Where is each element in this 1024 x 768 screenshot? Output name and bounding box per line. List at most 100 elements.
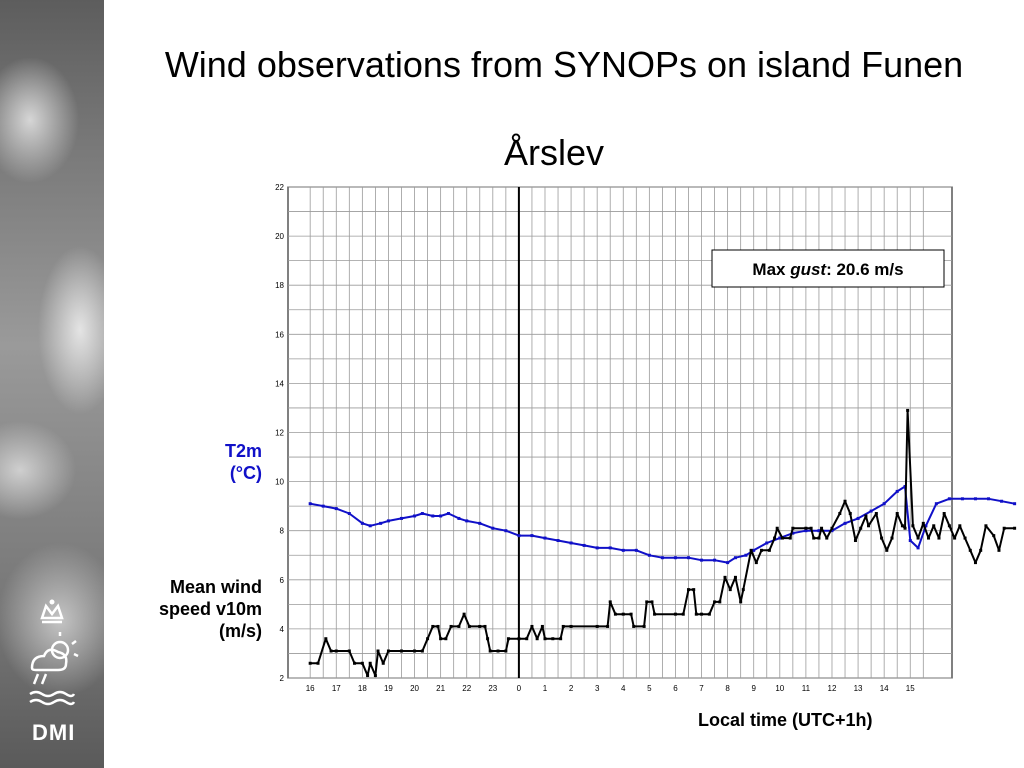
- x-tick-label: 16: [306, 684, 315, 693]
- data-point: [973, 497, 977, 501]
- data-point: [467, 624, 471, 628]
- data-point: [1002, 526, 1006, 530]
- data-point: [733, 575, 737, 579]
- wind-label-line-1: Mean wind: [169, 577, 262, 597]
- data-point: [741, 588, 745, 592]
- data-point: [1000, 499, 1004, 503]
- data-point: [1013, 526, 1017, 530]
- data-point: [765, 541, 769, 545]
- data-point: [937, 536, 941, 540]
- sidebar-cloud-background: DMI: [0, 0, 104, 768]
- y-tick-label: 6: [280, 576, 285, 585]
- y-tick-label: 8: [280, 527, 285, 536]
- data-point: [895, 512, 899, 516]
- data-point: [788, 536, 792, 540]
- data-point: [673, 556, 677, 560]
- data-point: [632, 624, 636, 628]
- data-point: [987, 497, 991, 501]
- data-point: [979, 548, 983, 552]
- x-tick-label: 11: [802, 684, 811, 693]
- data-point: [885, 548, 889, 552]
- data-point: [483, 624, 487, 628]
- data-point: [686, 556, 690, 560]
- data-point: [569, 624, 573, 628]
- data-point: [825, 536, 829, 540]
- data-point: [960, 497, 964, 501]
- data-point: [927, 536, 931, 540]
- x-tick-label: 18: [358, 684, 367, 693]
- x-tick-label: 4: [621, 684, 626, 693]
- data-point: [942, 512, 946, 516]
- data-point: [478, 624, 482, 628]
- x-tick-label: 9: [751, 684, 756, 693]
- data-point: [804, 526, 808, 530]
- data-point: [556, 539, 560, 543]
- x-tick-label: 17: [332, 684, 341, 693]
- series-wind: [308, 408, 1017, 678]
- data-point: [843, 499, 847, 503]
- data-point: [465, 519, 469, 523]
- data-point: [621, 612, 625, 616]
- data-point: [739, 600, 743, 604]
- data-point: [595, 624, 599, 628]
- data-point: [360, 521, 364, 525]
- data-point: [366, 674, 370, 678]
- data-point: [329, 649, 333, 653]
- y-tick-label: 14: [275, 379, 284, 388]
- grid: [288, 186, 952, 679]
- data-point: [486, 637, 490, 641]
- data-point: [446, 512, 450, 516]
- data-point: [373, 674, 377, 678]
- data-point: [504, 529, 508, 533]
- data-point: [506, 637, 510, 641]
- data-point: [324, 637, 328, 641]
- data-point: [809, 526, 813, 530]
- data-point: [420, 649, 424, 653]
- data-point: [353, 661, 357, 665]
- data-point: [773, 536, 777, 540]
- data-point: [504, 649, 508, 653]
- x-tick-label: 0: [517, 684, 522, 693]
- data-point: [984, 524, 988, 528]
- data-point: [399, 649, 403, 653]
- data-point: [334, 649, 338, 653]
- y-tick-label: 16: [275, 330, 284, 339]
- data-point: [386, 649, 390, 653]
- data-point: [525, 637, 529, 641]
- data-point: [386, 519, 390, 523]
- data-point: [420, 512, 424, 516]
- data-point: [895, 489, 899, 493]
- data-point: [838, 512, 842, 516]
- x-tick-label: 14: [880, 684, 889, 693]
- data-point: [882, 502, 886, 506]
- x-tick-label: 8: [725, 684, 730, 693]
- data-point: [830, 526, 834, 530]
- data-point: [906, 408, 910, 412]
- page-title: Wind observations from SYNOPs on island …: [164, 44, 964, 85]
- y-tick-label: 22: [275, 183, 284, 192]
- data-point: [321, 504, 325, 508]
- data-point: [647, 553, 651, 557]
- data-point: [900, 524, 904, 528]
- data-point: [650, 600, 654, 604]
- data-point: [903, 526, 907, 530]
- dmi-logo-icon: [29, 599, 79, 706]
- data-point: [713, 600, 717, 604]
- data-point: [859, 526, 863, 530]
- station-name: Årslev: [503, 132, 605, 173]
- data-point: [707, 612, 711, 616]
- data-point: [997, 548, 1001, 552]
- x-tick-label: 3: [595, 684, 600, 693]
- data-point: [911, 524, 915, 528]
- annotation-text: Max gust: 20.6 m/s: [752, 260, 903, 279]
- data-point: [629, 612, 633, 616]
- x-tick-label: 23: [488, 684, 497, 693]
- data-point: [718, 600, 722, 604]
- x-tick-label: 20: [410, 684, 419, 693]
- data-point: [543, 637, 547, 641]
- data-point: [963, 536, 967, 540]
- data-point: [645, 600, 649, 604]
- data-point: [843, 521, 847, 525]
- data-point: [864, 514, 868, 518]
- data-point: [316, 661, 320, 665]
